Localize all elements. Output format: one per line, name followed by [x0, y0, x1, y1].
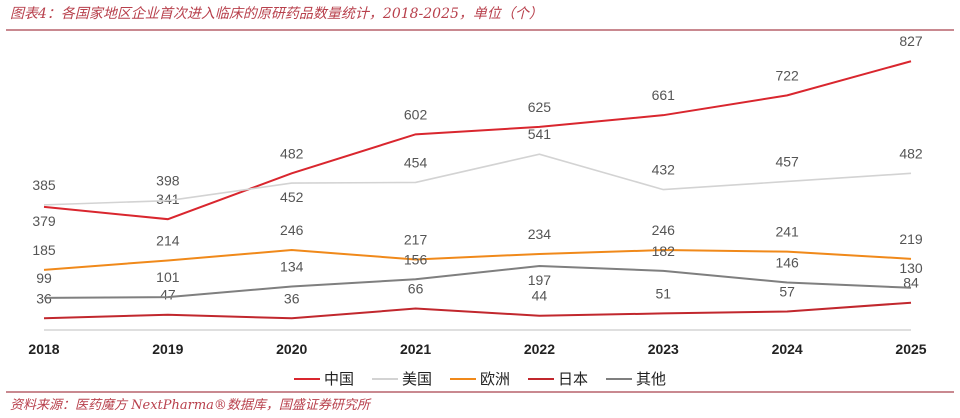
data-label: 47: [160, 287, 176, 303]
x-tick-label: 2022: [524, 341, 555, 357]
x-tick-label: 2021: [400, 341, 431, 357]
data-label: 452: [280, 189, 304, 205]
series-line-日本: [43, 301, 912, 320]
data-label: 36: [284, 290, 300, 306]
data-label: 182: [652, 243, 676, 259]
data-label: 246: [652, 222, 676, 238]
data-label: 146: [775, 255, 799, 271]
legend: 中国 美国 欧洲 日本 其他: [0, 368, 960, 389]
data-label: 341: [156, 191, 180, 207]
legend-label: 中国: [323, 370, 354, 388]
x-tick-label: 2018: [28, 341, 59, 357]
legend-item: 其他: [606, 368, 666, 389]
data-label: 385: [32, 177, 56, 193]
data-label: 602: [404, 106, 428, 122]
title-divider: [6, 29, 954, 31]
series-line-其他: [43, 264, 912, 299]
x-tick-label: 2019: [152, 341, 183, 357]
data-label: 185: [32, 242, 56, 258]
x-tick-label: 2025: [895, 341, 926, 357]
data-label: 454: [404, 154, 428, 170]
legend-label: 欧洲: [479, 370, 510, 388]
data-label: 219: [899, 231, 923, 247]
x-tick-label: 2024: [772, 341, 803, 357]
legend-label: 美国: [401, 370, 432, 388]
data-label: 398: [156, 173, 180, 189]
data-label: 217: [404, 231, 428, 247]
legend-item: 美国: [371, 368, 432, 389]
data-label: 625: [528, 99, 552, 115]
data-label: 99: [36, 270, 52, 286]
line-chart: 2018 2019 2020 2021 2022 2023 2024 2025 379 341 48…: [28, 33, 926, 357]
data-label: 197: [528, 272, 552, 288]
data-label: 246: [280, 222, 304, 238]
source-divider: [6, 391, 954, 393]
legend-label: 其他: [636, 370, 667, 388]
data-label: 541: [528, 126, 552, 142]
data-label: 722: [775, 67, 799, 83]
data-label: 101: [156, 269, 180, 285]
data-label: 134: [280, 258, 304, 274]
data-label: 44: [532, 288, 548, 304]
data-label: 66: [408, 281, 424, 297]
data-label: 57: [779, 283, 795, 299]
series-line-中国: [43, 60, 912, 221]
data-label: 457: [775, 153, 799, 169]
data-label: 241: [775, 224, 799, 240]
x-tick-label: 2020: [276, 341, 307, 357]
data-label: 51: [655, 285, 671, 301]
series-line-美国: [43, 153, 912, 206]
legend-swatch: [293, 377, 320, 380]
legend-swatch: [371, 377, 398, 380]
series-line-欧洲: [43, 249, 912, 271]
source-note: 资料来源：医药魔方 NextPharma®数据库，国盛证券研究所: [10, 398, 370, 413]
data-label: 234: [528, 226, 552, 242]
data-label: 482: [280, 145, 304, 161]
data-label: 214: [156, 232, 180, 248]
data-label: 827: [899, 33, 923, 49]
figure-title: 图表4：各国家地区企业首次进入临床的原研药品数量统计，2018-2025，单位（…: [10, 6, 543, 22]
legend-swatch: [528, 377, 554, 380]
legend-swatch: [606, 377, 633, 380]
legend-item: 欧洲: [449, 368, 510, 389]
legend-item: 日本: [528, 368, 588, 389]
legend-swatch: [449, 377, 476, 380]
data-label: 156: [404, 251, 428, 267]
data-label: 482: [899, 145, 923, 161]
data-label: 379: [32, 213, 56, 229]
data-label: 432: [652, 162, 676, 178]
legend-label: 日本: [558, 370, 589, 388]
legend-item: 中国: [293, 368, 354, 389]
x-tick-label: 2023: [648, 341, 679, 357]
data-label: 661: [652, 87, 676, 103]
data-label: 130: [899, 260, 923, 276]
